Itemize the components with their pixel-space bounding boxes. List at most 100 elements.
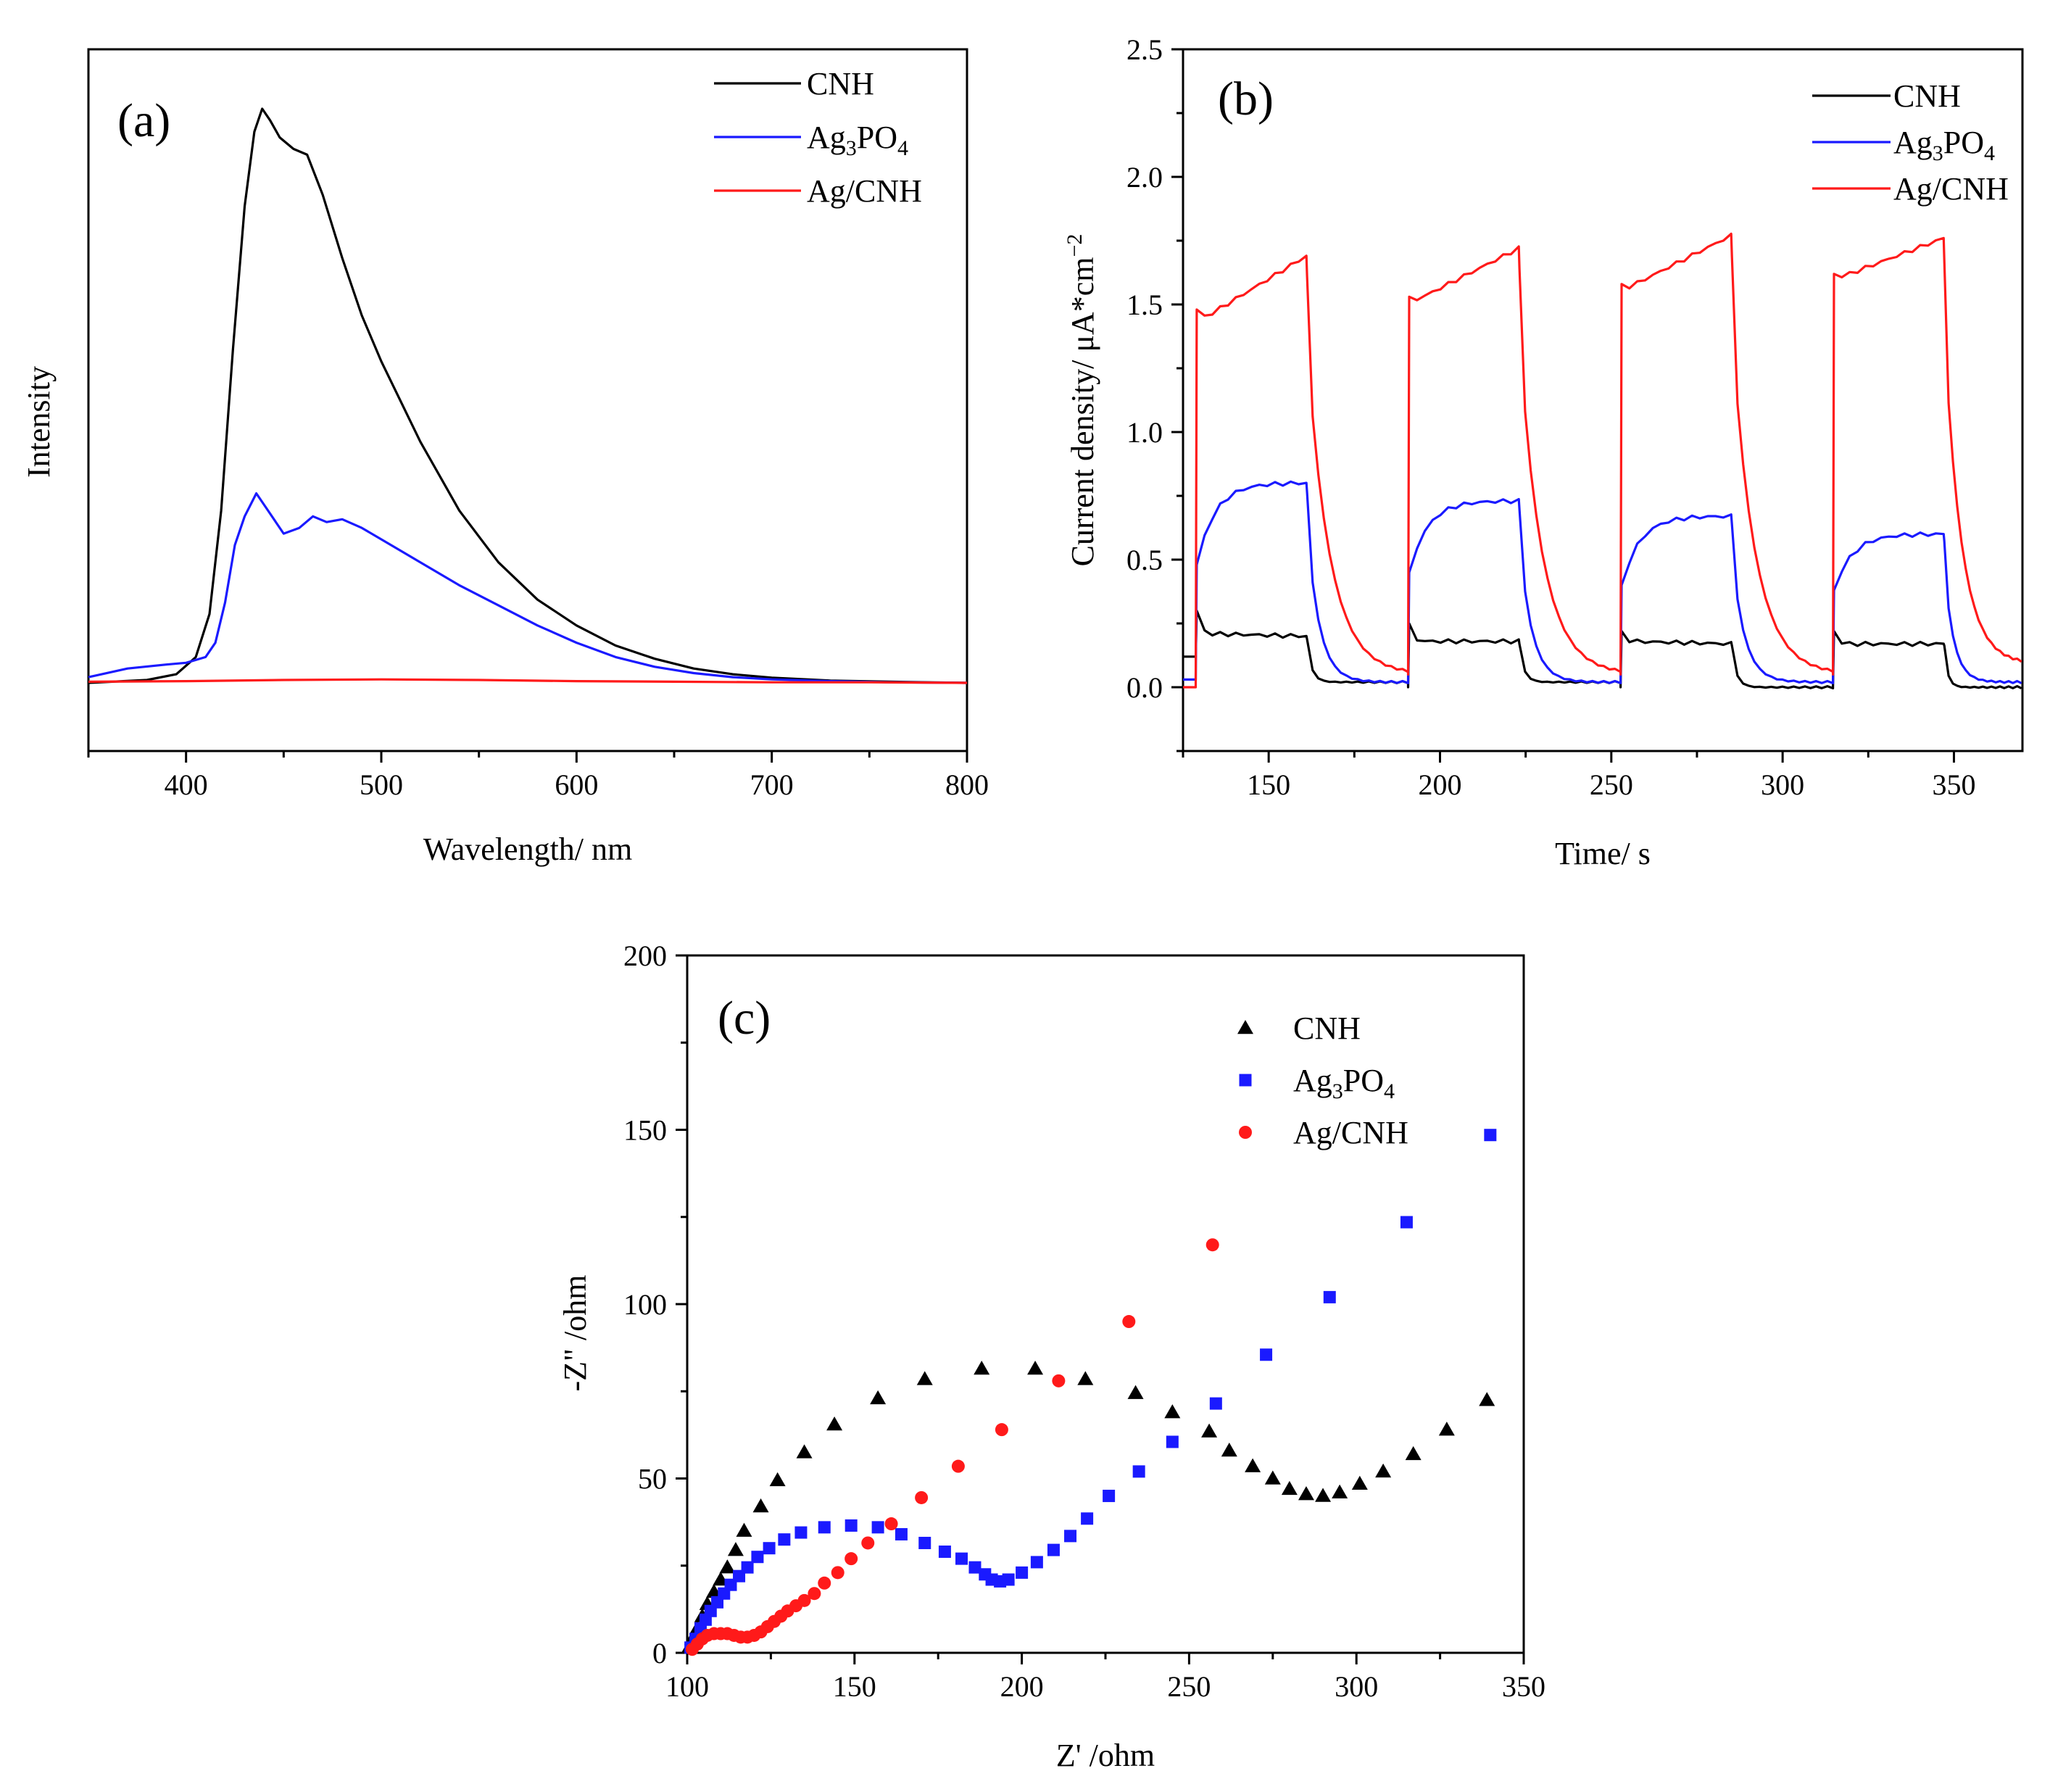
- panel-c-point: [719, 1559, 736, 1574]
- panel-c-point: [1027, 1360, 1044, 1375]
- panel-c-nyquist-plot: 0 50 100 150 200 100 150 200 250 300 350 Z' /ohm -Z"…: [557, 939, 1545, 1773]
- panel-b-x-tick-label: 250: [1590, 768, 1633, 801]
- panel-c-point: [1484, 1129, 1497, 1142]
- panel-b-y-tick-label: 1.0: [1126, 416, 1163, 449]
- panel-c-point: [968, 1561, 982, 1574]
- panel-a-x-axis-label: Wavelength/ nm: [423, 831, 633, 867]
- panel-c-point: [1479, 1392, 1495, 1406]
- panel-c-point: [871, 1521, 884, 1534]
- panel-c-point: [1438, 1422, 1455, 1436]
- panel-b-legend-label: Ag3PO4: [1893, 125, 1995, 165]
- panel-c-point: [1260, 1348, 1273, 1361]
- panel-b-y-tick-label: 2.5: [1126, 33, 1163, 66]
- panel-a-plot-frame: [87, 48, 968, 752]
- panel-c-point: [938, 1546, 951, 1559]
- panel-c-point: [884, 1517, 898, 1531]
- panel-c-legend-marker: [1239, 1126, 1252, 1139]
- panel-c-point: [1209, 1397, 1222, 1410]
- panel-b-x-tick-label: 200: [1418, 768, 1461, 801]
- panel-c-point: [778, 1533, 791, 1546]
- panel-b-label: (b): [1218, 72, 1274, 125]
- panel-c-legend-marker: [1237, 1020, 1253, 1034]
- panel-b-x-axis-label: Time/ s: [1555, 836, 1651, 871]
- panel-b-legend-label: CNH: [1893, 78, 1961, 114]
- panel-c-point: [1298, 1486, 1314, 1501]
- panel-c-y-tick-label: 150: [623, 1114, 667, 1147]
- panel-a-x-tick-label: 500: [360, 768, 403, 801]
- panel-a-series-ag-cnh: [88, 678, 968, 684]
- panel-b-series-ag3po4: [1183, 480, 2022, 685]
- panel-c-point: [1245, 1458, 1261, 1472]
- panel-c-legend-label: CNH: [1293, 1011, 1361, 1046]
- panel-c-legend-label: Ag3PO4: [1293, 1063, 1395, 1103]
- panel-a-legend-label: CNH: [807, 66, 874, 101]
- panel-a-series-cnh: [88, 107, 968, 684]
- panel-c-point: [870, 1390, 887, 1405]
- panel-c-point: [763, 1542, 776, 1555]
- panel-c-point: [1332, 1484, 1348, 1498]
- panel-b-series-ag-cnh: [1183, 232, 2022, 689]
- panel-b-y-axis-label: Current density/ μA*cm−2: [1063, 234, 1100, 567]
- panel-a-legend-label: Ag/CNH: [807, 173, 922, 209]
- panel-c-legend-marker: [1239, 1074, 1252, 1087]
- panel-c-x-tick-label: 350: [1502, 1670, 1545, 1703]
- panel-a-x-tick-label: 400: [165, 768, 208, 801]
- panel-c-label: (c): [718, 992, 771, 1045]
- panel-c-point: [741, 1561, 754, 1574]
- panel-c-y-tick-label: 200: [623, 939, 667, 972]
- panel-b-x-tick-label: 350: [1932, 768, 1975, 801]
- panel-c-point: [1077, 1371, 1094, 1385]
- panel-c-point: [808, 1587, 821, 1601]
- panel-c-point: [826, 1416, 843, 1431]
- panel-a-x-tick-label: 600: [555, 768, 598, 801]
- panel-c-point: [1016, 1566, 1029, 1579]
- panel-c-series-ag3po4: [684, 1129, 1497, 1654]
- panel-c-x-tick-label: 300: [1335, 1670, 1378, 1703]
- panel-a-series-ag3po4: [88, 491, 968, 684]
- panel-c-y-tick-label: 100: [623, 1288, 667, 1321]
- panel-c-point: [861, 1536, 875, 1550]
- panel-c-point: [1375, 1463, 1392, 1478]
- panel-a-label: (a): [117, 94, 170, 147]
- panel-c-point: [1315, 1488, 1332, 1502]
- panel-b-legend-label: Ag/CNH: [1893, 171, 2009, 207]
- panel-c-point: [1205, 1238, 1219, 1252]
- panel-c-x-axis-label: Z' /ohm: [1056, 1738, 1155, 1773]
- panel-a-x-tick-label: 800: [945, 768, 989, 801]
- panel-c-x-tick-label: 250: [1167, 1670, 1211, 1703]
- panel-c-point: [1164, 1404, 1181, 1419]
- panel-c-point: [818, 1521, 831, 1534]
- panel-a-pl-spectra: 400 500 600 700 800 Wavelength/ nm Intensity (a…: [21, 48, 989, 867]
- panel-c-point: [752, 1498, 769, 1513]
- panel-c-point: [1132, 1465, 1145, 1478]
- panel-c-point: [751, 1551, 764, 1564]
- panel-c-point: [1400, 1216, 1413, 1229]
- panel-c-point: [769, 1472, 786, 1487]
- panel-c-point: [1405, 1445, 1422, 1461]
- panel-b-x-tick-label: 300: [1761, 768, 1804, 801]
- panel-c-y-axis-label: -Z" /ohm: [557, 1275, 593, 1392]
- panel-c-y-tick-label: 0: [652, 1637, 667, 1669]
- panel-c-point: [1264, 1470, 1281, 1485]
- panel-c-point: [794, 1526, 808, 1539]
- panel-c-point: [1166, 1435, 1179, 1448]
- panel-c-point: [918, 1536, 931, 1549]
- panel-c-point: [951, 1459, 965, 1473]
- panel-c-point: [1281, 1480, 1298, 1496]
- panel-b-y-tick-label: 1.5: [1126, 289, 1163, 321]
- panel-c-point: [915, 1490, 929, 1504]
- panel-c-point: [797, 1593, 811, 1607]
- panel-c-point: [796, 1444, 813, 1459]
- panel-a-y-axis-label: Intensity: [21, 366, 57, 478]
- panel-c-point: [831, 1566, 845, 1580]
- panel-c-point: [995, 1423, 1008, 1437]
- panel-c-y-tick-label: 50: [638, 1463, 667, 1496]
- panel-c-point: [1064, 1530, 1077, 1543]
- panel-c-series-ag-cnh: [685, 1238, 1219, 1656]
- panel-c-point: [1030, 1556, 1043, 1569]
- panel-b-y-tick-label: 0.0: [1126, 671, 1163, 704]
- panel-c-point: [1201, 1423, 1218, 1438]
- panel-c-point: [845, 1552, 858, 1566]
